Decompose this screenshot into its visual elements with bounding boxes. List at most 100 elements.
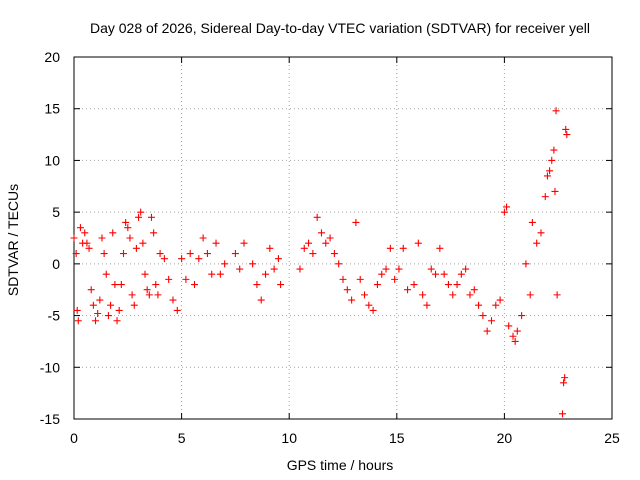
data-point bbox=[483, 327, 491, 335]
data-point bbox=[528, 218, 536, 226]
data-point bbox=[414, 239, 422, 247]
data-point bbox=[395, 265, 403, 273]
data-point bbox=[102, 270, 110, 278]
data-point bbox=[335, 260, 343, 268]
x-tick-label: 0 bbox=[70, 430, 78, 446]
y-tick-label: -15 bbox=[40, 411, 60, 427]
data-point bbox=[479, 312, 487, 320]
data-point bbox=[236, 265, 244, 273]
data-point bbox=[145, 291, 153, 299]
data-point bbox=[81, 229, 89, 237]
data-point bbox=[87, 286, 95, 294]
data-point bbox=[369, 306, 377, 314]
data-point bbox=[365, 301, 373, 309]
data-point bbox=[107, 301, 115, 309]
data-point bbox=[343, 286, 351, 294]
data-point bbox=[76, 224, 84, 232]
data-point bbox=[466, 291, 474, 299]
data-point bbox=[553, 291, 561, 299]
data-point bbox=[156, 250, 164, 258]
data-point bbox=[543, 172, 551, 180]
data-point bbox=[509, 332, 517, 340]
data-point bbox=[182, 275, 190, 283]
y-tick-label: 0 bbox=[52, 256, 60, 272]
data-point bbox=[186, 250, 194, 258]
data-point bbox=[423, 301, 431, 309]
data-point bbox=[126, 234, 134, 242]
data-point bbox=[240, 239, 248, 247]
data-point bbox=[470, 286, 478, 294]
data-point bbox=[70, 234, 78, 242]
data-point bbox=[551, 187, 559, 195]
data-point bbox=[440, 270, 448, 278]
data-point bbox=[270, 265, 278, 273]
data-point bbox=[277, 281, 285, 289]
data-point bbox=[98, 234, 106, 242]
data-point bbox=[457, 270, 465, 278]
data-point bbox=[130, 301, 138, 309]
data-point bbox=[550, 146, 558, 154]
data-point bbox=[511, 337, 519, 345]
data-point bbox=[436, 244, 444, 252]
data-point bbox=[231, 250, 239, 258]
data-point bbox=[109, 229, 117, 237]
data-point bbox=[348, 296, 356, 304]
data-point bbox=[249, 260, 257, 268]
data-point bbox=[505, 322, 513, 330]
data-point bbox=[356, 275, 364, 283]
data-point bbox=[178, 255, 186, 263]
data-point bbox=[119, 250, 127, 258]
data-points bbox=[70, 107, 571, 418]
x-tick-labels: 0 5 10 15 20 25 bbox=[70, 430, 620, 446]
data-point bbox=[492, 301, 500, 309]
data-point bbox=[89, 301, 97, 309]
data-point bbox=[92, 317, 100, 325]
data-point bbox=[339, 275, 347, 283]
data-point bbox=[518, 312, 526, 320]
y-tick-label: -10 bbox=[40, 359, 60, 375]
data-point bbox=[487, 317, 495, 325]
data-point bbox=[143, 286, 151, 294]
data-point bbox=[462, 265, 470, 273]
data-point bbox=[496, 296, 504, 304]
data-point bbox=[419, 291, 427, 299]
y-tick-label: 15 bbox=[44, 101, 60, 117]
x-tick-label: 15 bbox=[389, 430, 405, 446]
data-point bbox=[195, 255, 203, 263]
x-tick-label: 10 bbox=[281, 430, 297, 446]
x-tick-label: 5 bbox=[178, 430, 186, 446]
data-point bbox=[253, 281, 261, 289]
data-point bbox=[522, 260, 530, 268]
data-point bbox=[165, 275, 173, 283]
data-point bbox=[305, 239, 313, 247]
data-point bbox=[257, 296, 265, 304]
data-point bbox=[427, 265, 435, 273]
data-point bbox=[537, 229, 545, 237]
chart-title: Day 028 of 2026, Sidereal Day-to-day VTE… bbox=[90, 20, 590, 36]
data-point bbox=[541, 193, 549, 201]
data-point bbox=[169, 296, 177, 304]
data-point bbox=[552, 107, 560, 115]
data-point bbox=[132, 244, 140, 252]
data-point bbox=[150, 229, 158, 237]
data-point bbox=[266, 244, 274, 252]
data-point bbox=[137, 208, 145, 216]
data-point bbox=[373, 281, 381, 289]
data-point bbox=[513, 327, 521, 335]
data-point bbox=[94, 310, 102, 318]
data-point bbox=[113, 317, 121, 325]
data-point bbox=[546, 167, 554, 175]
data-point bbox=[85, 244, 93, 252]
data-point bbox=[221, 260, 229, 268]
data-point bbox=[135, 213, 143, 221]
data-point bbox=[432, 270, 440, 278]
data-point bbox=[361, 291, 369, 299]
data-point bbox=[100, 250, 108, 258]
data-point bbox=[309, 250, 317, 258]
y-tick-labels: -15 -10 -5 0 5 10 15 20 bbox=[40, 49, 60, 427]
data-point bbox=[382, 265, 390, 273]
data-point bbox=[503, 203, 511, 211]
data-point bbox=[444, 281, 452, 289]
x-tick-label: 25 bbox=[604, 430, 620, 446]
data-point bbox=[399, 244, 407, 252]
